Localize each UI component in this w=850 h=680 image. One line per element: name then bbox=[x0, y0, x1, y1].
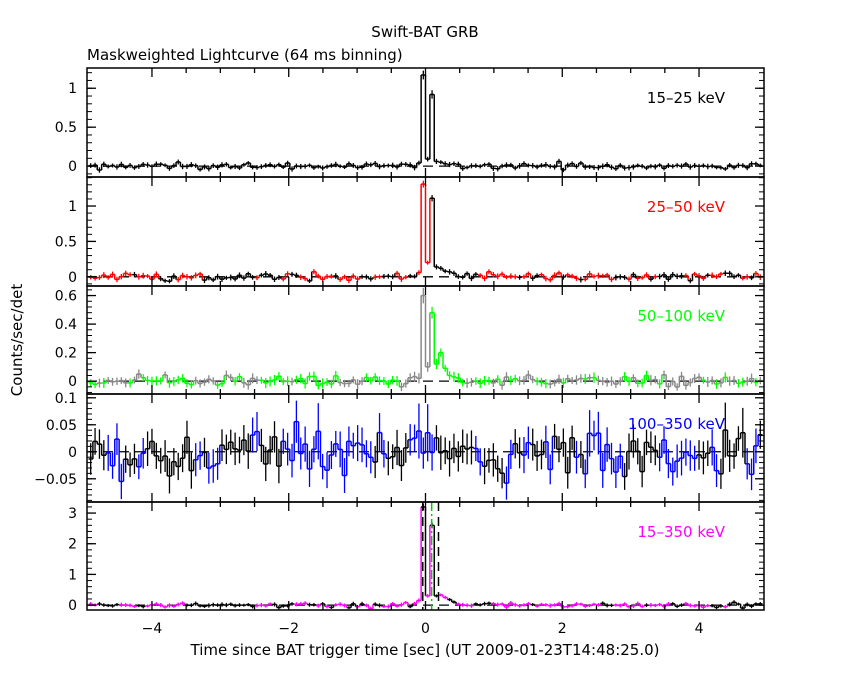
band-label: 15–25 keV bbox=[647, 89, 726, 107]
y-tick-label: 0 bbox=[68, 598, 77, 614]
band-label: 100–350 keV bbox=[628, 415, 726, 433]
band-label: 25–50 keV bbox=[647, 198, 726, 216]
y-tick-label: 0.6 bbox=[55, 289, 77, 305]
series-4 bbox=[88, 400, 763, 500]
y-tick-label: 0.2 bbox=[55, 346, 77, 362]
panel-4: −0.05 0 0.05 0.1 100–350 keV bbox=[34, 391, 765, 503]
x-tick-label: −4 bbox=[142, 621, 163, 637]
x-tick-label: −2 bbox=[278, 621, 299, 637]
y-tick-label: 0.5 bbox=[55, 120, 77, 136]
x-tick-label: 0 bbox=[421, 621, 430, 637]
y-tick-label: 0 bbox=[68, 374, 77, 390]
chart-title: Swift-BAT GRB bbox=[371, 23, 478, 41]
y-tick-label: 3 bbox=[68, 506, 77, 522]
y-tick-label: 0 bbox=[68, 445, 77, 461]
band-label: 50–100 keV bbox=[637, 307, 725, 325]
y-tick-label: 0.5 bbox=[55, 234, 77, 250]
panel-3: 0 0.2 0.4 0.6 50–100 keV bbox=[55, 285, 765, 395]
y-tick-label: 0 bbox=[68, 270, 77, 286]
y-axis-label: Counts/sec/det bbox=[8, 284, 26, 397]
y-tick-label: 1 bbox=[68, 567, 77, 583]
y-tick-label: 1 bbox=[68, 199, 77, 215]
panel-5: 0 1 2 3 15–350 keV bbox=[68, 501, 765, 614]
series-1 bbox=[88, 70, 763, 173]
panel-2: 0 0.5 1 25–50 keV bbox=[55, 176, 765, 287]
y-tick-label: 0.1 bbox=[55, 391, 77, 407]
band-label: 15–350 keV bbox=[637, 523, 725, 541]
y-tick-label: 2 bbox=[68, 537, 77, 553]
y-tick-label: −0.05 bbox=[34, 472, 77, 488]
chart-subtitle: Maskweighted Lightcurve (64 ms binning) bbox=[87, 46, 403, 64]
y-tick-label: 0 bbox=[68, 159, 77, 175]
series-2 bbox=[88, 180, 763, 284]
y-tick-label: 1 bbox=[68, 81, 77, 97]
y-tick-label: 0.4 bbox=[55, 317, 77, 333]
series-3 bbox=[88, 287, 763, 392]
y-tick-label: 0.05 bbox=[46, 418, 77, 434]
series-5 bbox=[88, 503, 763, 610]
x-tick-label: 4 bbox=[695, 621, 704, 637]
x-axis-label: Time since BAT trigger time [sec] (UT 20… bbox=[190, 641, 660, 659]
panel-1: 0 0.5 1 15–25 keV bbox=[55, 67, 765, 178]
x-tick-label: 2 bbox=[558, 621, 567, 637]
